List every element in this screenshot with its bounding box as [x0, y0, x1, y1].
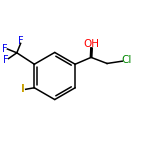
Text: Cl: Cl	[121, 55, 132, 65]
Text: F: F	[18, 36, 23, 46]
Polygon shape	[90, 48, 92, 57]
Text: F: F	[2, 44, 7, 54]
Text: F: F	[3, 55, 9, 65]
Text: I: I	[21, 84, 25, 94]
Text: OH: OH	[84, 39, 100, 49]
